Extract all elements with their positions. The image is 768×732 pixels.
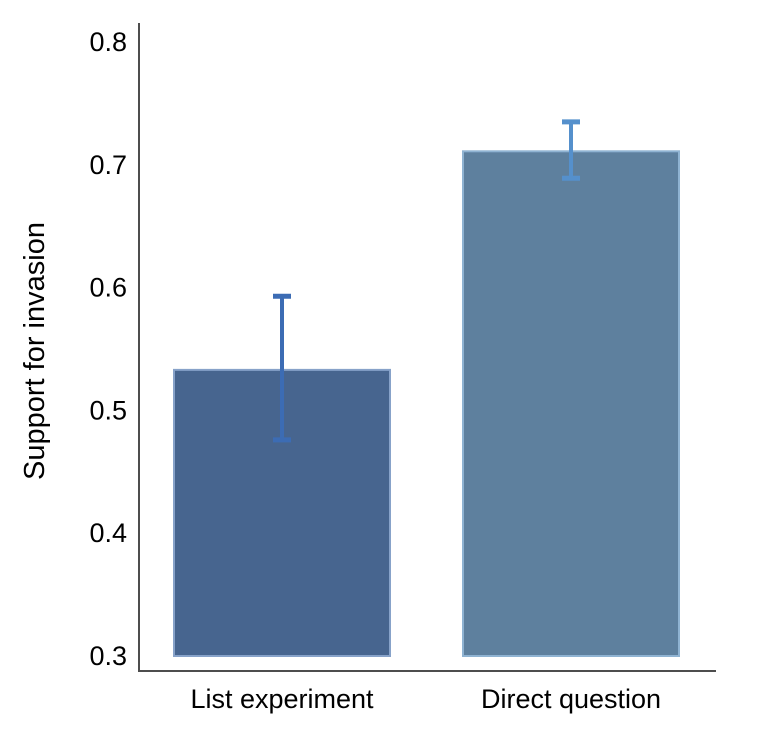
x-category-label-direct-question: Direct question <box>481 684 661 714</box>
x-category-label-list-experiment: List experiment <box>190 684 374 714</box>
y-tick-label-0.3: 0.3 <box>89 641 127 671</box>
bar-direct-question <box>462 150 680 658</box>
y-tick-label-0.5: 0.5 <box>89 395 127 425</box>
y-tick-label-0.6: 0.6 <box>89 273 127 303</box>
y-tick-label-0.8: 0.8 <box>89 27 127 57</box>
y-axis-title: Support for invasion <box>19 222 51 480</box>
y-tick-label-0.7: 0.7 <box>89 150 127 180</box>
y-tick-label-0.4: 0.4 <box>89 518 127 548</box>
